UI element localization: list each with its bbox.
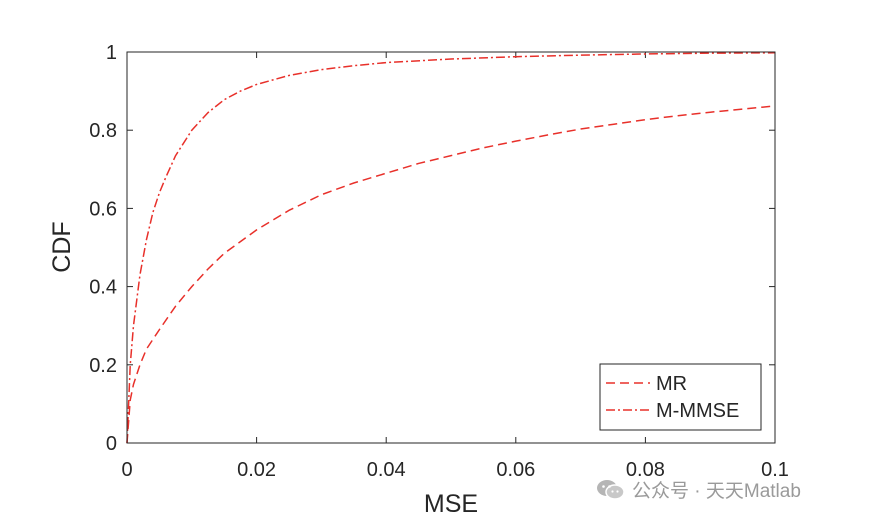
x-tick-label: 0.06: [496, 459, 535, 481]
x-tick-label: 0.04: [367, 459, 406, 481]
legend-box: [599, 363, 762, 431]
x-axis-label: MSE: [424, 490, 478, 518]
y-axis-label: CDF: [48, 221, 76, 272]
y-tick-label: 0.8: [89, 120, 117, 142]
legend-label-m-mmse: M-MMSE: [656, 400, 739, 422]
series-line-mr: [126, 105, 776, 444]
y-tick-label: 0.6: [89, 198, 117, 220]
x-tick-label: 0.1: [761, 459, 789, 481]
y-tick-label: 0: [106, 433, 117, 455]
y-tick-label: 1: [106, 42, 117, 64]
x-tick-label: 0.08: [626, 459, 665, 481]
watermark: 公众号 · 天天Matlab: [596, 476, 801, 503]
series-line-m-mmse: [126, 52, 776, 444]
y-tick-label: 0.2: [89, 355, 117, 377]
wechat-icon: [597, 479, 625, 500]
legend: MR M-MMSE: [599, 363, 762, 431]
x-tick-label: 0: [121, 459, 132, 481]
x-tick-label: 0.02: [237, 459, 276, 481]
y-tick-label: 0.4: [89, 277, 117, 299]
axes-box: [126, 51, 776, 444]
legend-label-mr: MR: [656, 373, 687, 395]
watermark-text: 公众号 · 天天Matlab: [632, 481, 801, 502]
